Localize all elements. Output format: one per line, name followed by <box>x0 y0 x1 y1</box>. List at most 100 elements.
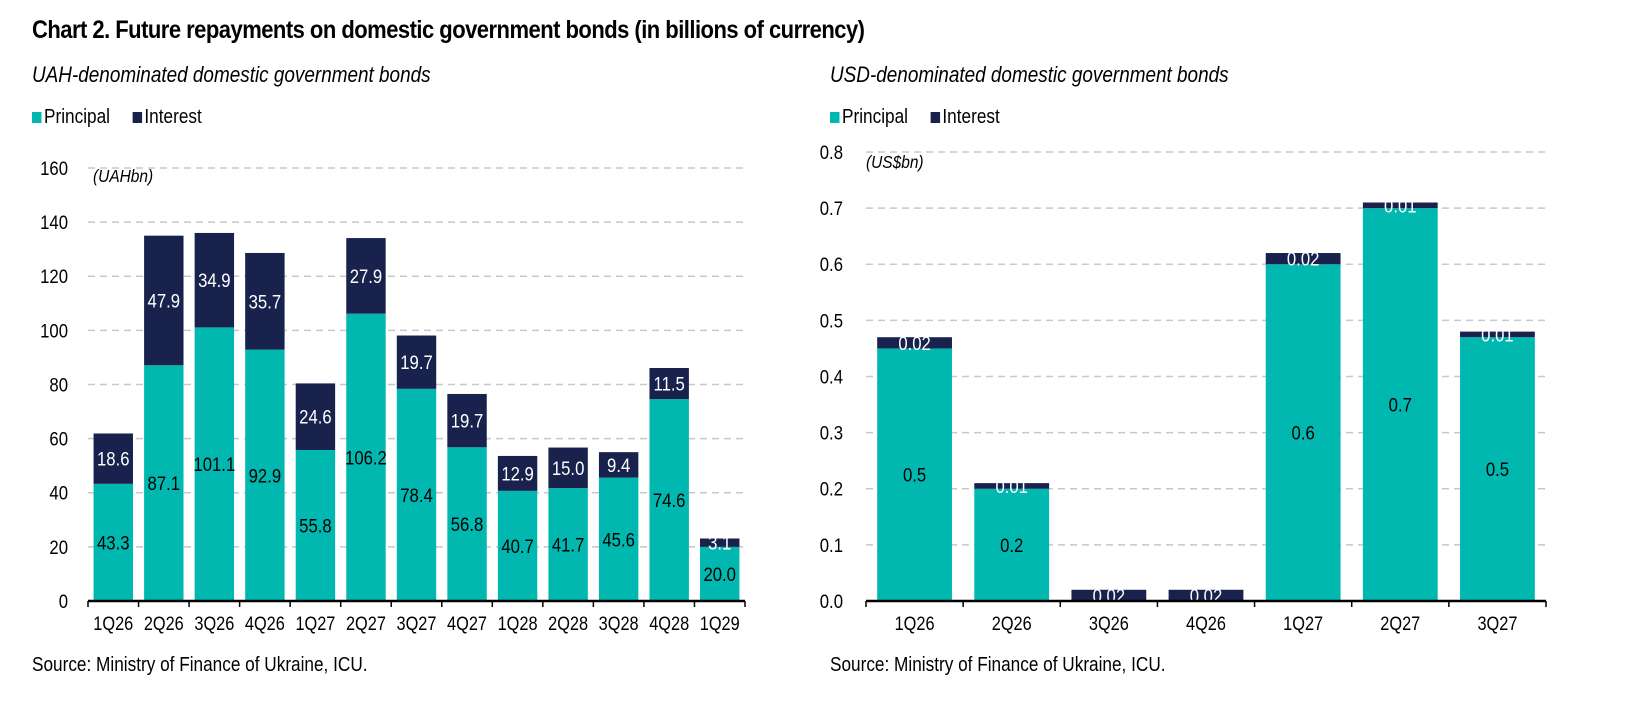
y-tick-label: 0.4 <box>820 367 843 388</box>
bar-interest <box>1168 589 1244 601</box>
bar-principal <box>396 388 437 601</box>
unit-label: (US$bn) <box>866 152 924 172</box>
x-tick-label: 2Q28 <box>548 613 588 634</box>
x-tick-label: 2Q27 <box>346 613 386 634</box>
y-tick-label: 0.1 <box>820 535 843 556</box>
x-tick-label: 3Q28 <box>599 613 639 634</box>
x-tick-label: 1Q26 <box>93 613 133 634</box>
data-label-principal: 43.3 <box>97 532 130 553</box>
data-label-interest: 9.4 <box>607 455 630 476</box>
legend-item-interest: Interest <box>132 106 202 129</box>
bar-interest <box>396 335 437 389</box>
x-tick-label: 2Q27 <box>1380 613 1420 634</box>
data-label-principal: 55.8 <box>299 516 332 537</box>
bar-principal <box>700 546 740 601</box>
bar-principal <box>346 313 386 601</box>
bar-interest <box>598 452 639 478</box>
principal-swatch-icon <box>830 112 840 123</box>
y-tick-label: 0.7 <box>820 198 843 219</box>
bar-principal <box>194 327 235 601</box>
principal-swatch-icon <box>32 112 42 123</box>
x-tick-label: 3Q26 <box>194 613 234 634</box>
chart-title: Chart 2. Future repayments on domestic g… <box>32 16 865 44</box>
data-label-interest: 35.7 <box>249 291 282 312</box>
data-label-interest: 0.01 <box>1384 195 1417 216</box>
data-label-principal: 45.6 <box>602 529 635 550</box>
legend-item-principal: Principal <box>830 106 908 129</box>
y-tick-label: 0.3 <box>820 423 843 444</box>
bar-interest <box>649 367 689 400</box>
data-label-principal: 0.6 <box>1292 423 1315 444</box>
data-label-interest: 3.1 <box>708 533 731 554</box>
x-tick-label: 3Q27 <box>1477 613 1517 634</box>
x-tick-label: 2Q26 <box>992 613 1032 634</box>
data-label-interest: 24.6 <box>299 407 332 428</box>
data-label-interest: 0.02 <box>1287 249 1320 270</box>
data-label-principal: 0.5 <box>903 465 926 486</box>
data-label-interest: 11.5 <box>654 374 685 395</box>
interest-swatch-icon <box>930 112 940 123</box>
data-label-interest: 0.02 <box>898 333 931 354</box>
y-tick-label: 140 <box>40 212 68 233</box>
bar-principal <box>877 348 952 601</box>
y-tick-label: 80 <box>49 375 68 396</box>
bar-interest <box>1460 331 1535 338</box>
legend-label-interest: Interest <box>942 106 1000 128</box>
data-label-interest: 47.9 <box>148 290 181 311</box>
x-tick-label: 4Q27 <box>447 613 487 634</box>
left-chart-subtitle: UAH-denominated domestic government bond… <box>32 62 431 87</box>
data-label-principal: 92.9 <box>249 465 282 486</box>
x-tick-label: 1Q27 <box>295 613 335 634</box>
bar-principal <box>974 488 1050 601</box>
bar-interest <box>194 232 235 328</box>
x-tick-label: 4Q28 <box>649 613 689 634</box>
y-tick-label: 0.0 <box>820 591 843 612</box>
bar-interest <box>295 383 336 450</box>
legend-label-principal: Principal <box>842 106 909 128</box>
bar-interest <box>1265 253 1341 265</box>
x-tick-label: 3Q26 <box>1089 613 1129 634</box>
y-tick-label: 100 <box>40 320 68 341</box>
x-tick-label: 1Q26 <box>895 613 935 634</box>
y-tick-label: 0.6 <box>820 254 843 275</box>
interest-swatch-icon <box>132 112 142 123</box>
data-label-interest: 0.01 <box>995 476 1028 497</box>
legend-item-interest: Interest <box>930 106 1000 129</box>
data-label-principal: 101.1 <box>193 454 235 475</box>
bar-principal <box>649 399 689 601</box>
bar-principal <box>245 349 285 601</box>
data-label-interest: 18.6 <box>97 449 130 470</box>
x-tick-label: 1Q27 <box>1283 613 1323 634</box>
left-source-note: Source: Ministry of Finance of Ukraine, … <box>32 654 368 676</box>
bar-principal <box>447 447 487 601</box>
data-label-principal: 0.7 <box>1389 395 1412 416</box>
data-label-interest: 27.9 <box>350 266 383 287</box>
data-label-principal: 40.7 <box>501 536 534 557</box>
y-tick-label: 20 <box>49 537 68 558</box>
bar-interest <box>447 393 487 448</box>
right-chart-subtitle: USD-denominated domestic government bond… <box>830 62 1229 87</box>
x-tick-label: 3Q27 <box>397 613 437 634</box>
y-tick-label: 160 <box>40 158 68 179</box>
bar-interest <box>974 483 1050 489</box>
right-legend: Principal Interest <box>830 106 1022 129</box>
bar-principal <box>548 488 588 601</box>
data-label-principal: 41.7 <box>552 535 585 556</box>
x-tick-label: 4Q26 <box>245 613 285 634</box>
data-label-interest: 34.9 <box>198 270 231 291</box>
y-tick-label: 120 <box>40 266 68 287</box>
y-tick-label: 60 <box>49 429 68 450</box>
data-label-principal: 87.1 <box>148 473 181 494</box>
bar-principal <box>497 490 538 601</box>
x-tick-label: 1Q28 <box>498 613 538 634</box>
x-tick-label: 2Q26 <box>144 613 184 634</box>
bar-principal <box>1265 264 1341 601</box>
bar-principal <box>295 449 336 601</box>
bar-principal <box>1362 208 1438 601</box>
bar-interest <box>93 433 133 484</box>
bar-interest <box>497 455 538 491</box>
legend-item-principal: Principal <box>32 106 110 129</box>
bar-interest <box>245 252 285 350</box>
data-label-interest: 19.7 <box>451 411 484 432</box>
bar-interest <box>1071 589 1147 601</box>
